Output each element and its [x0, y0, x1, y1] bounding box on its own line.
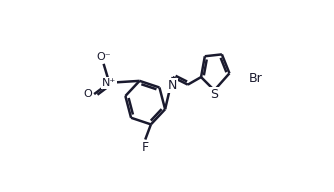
Text: N: N — [168, 79, 177, 92]
Text: F: F — [142, 142, 149, 154]
Text: Br: Br — [248, 72, 262, 85]
Text: N⁺: N⁺ — [102, 78, 117, 88]
Text: O⁻: O⁻ — [96, 52, 111, 62]
Text: O: O — [84, 89, 92, 99]
Text: S: S — [210, 89, 218, 101]
